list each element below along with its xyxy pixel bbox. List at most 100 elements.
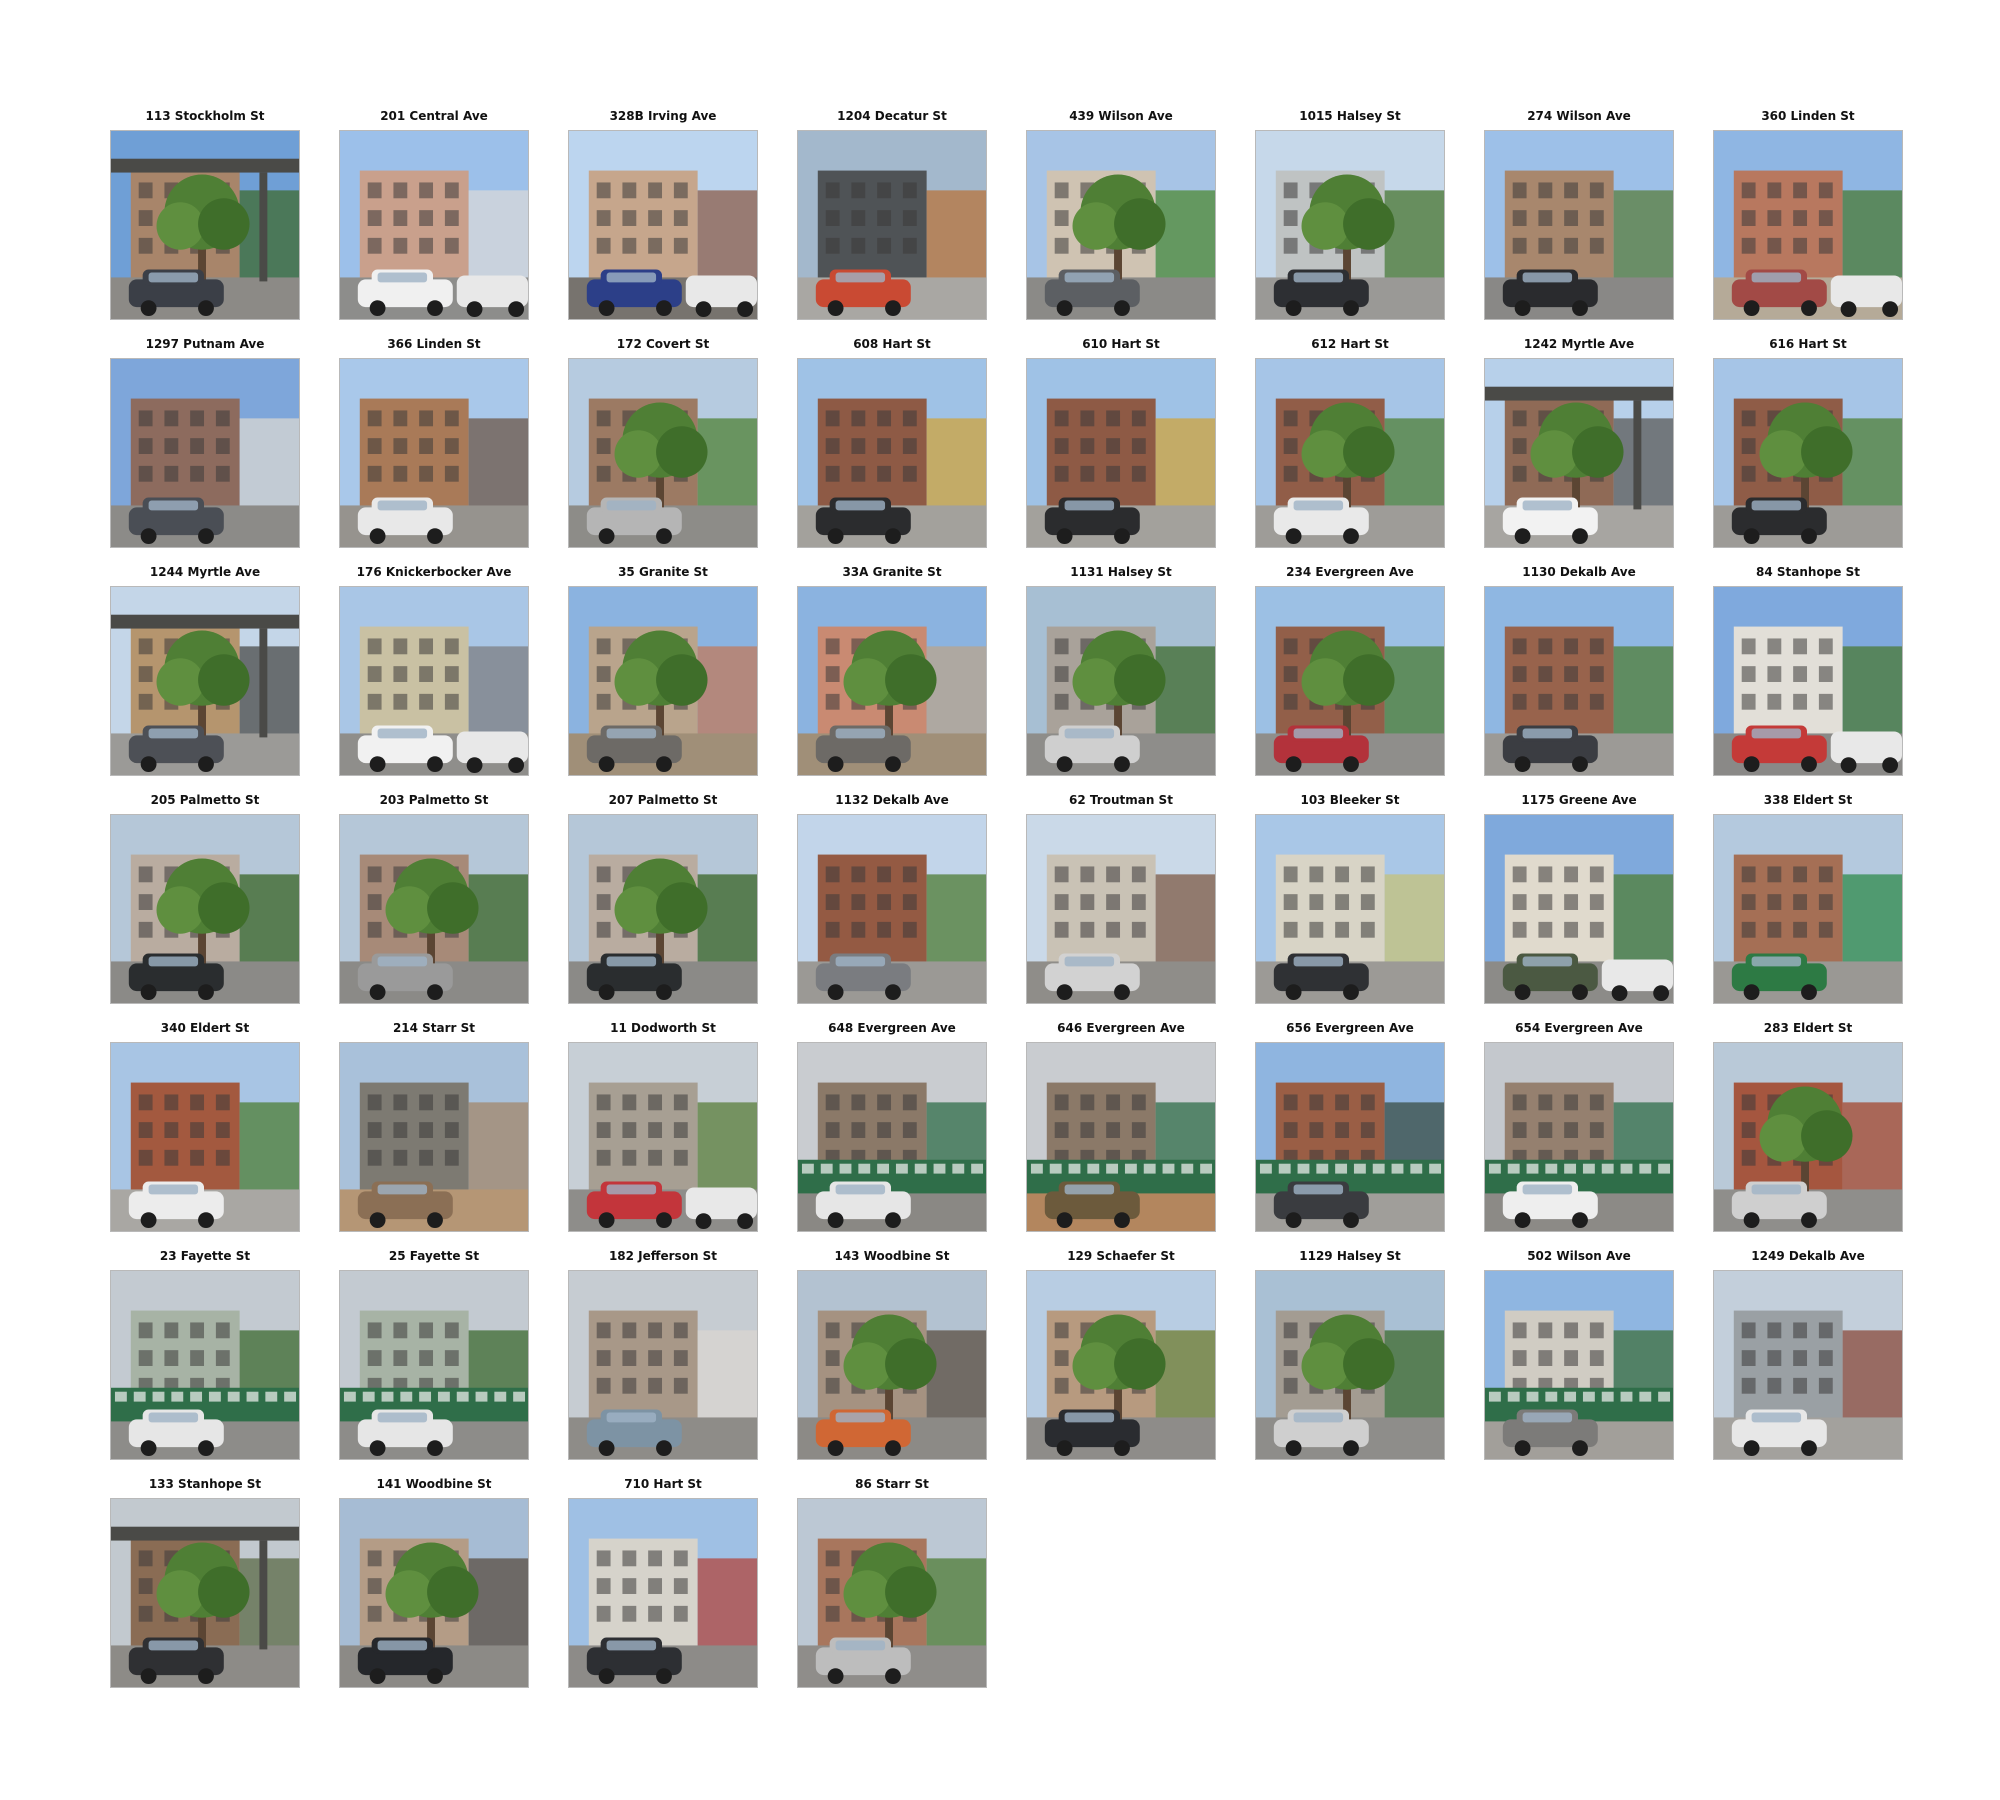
street-view-image [1027,1043,1215,1231]
street-view-photo [568,1270,758,1460]
street-view-image [1714,359,1902,547]
street-view-image [111,131,299,319]
photo-caption: 1204 Decatur St [837,109,947,123]
photo-caption: 1175 Greene Ave [1521,793,1637,807]
street-view-photo [1026,1042,1216,1232]
street-view-image [1027,131,1215,319]
street-view-image [340,587,528,775]
street-view-image [111,1043,299,1231]
street-view-image [1256,587,1444,775]
photo-caption: 214 Starr St [392,1021,476,1035]
street-view-photo [797,1270,987,1460]
street-view-photo [339,586,529,776]
street-view-image [1027,587,1215,775]
street-view-photo [1713,358,1903,548]
street-view-image [1714,587,1902,775]
street-view-photo [1026,1270,1216,1460]
street-view-image [798,359,986,547]
photo-caption: 203 Palmetto St [379,793,489,807]
photo-caption: 129 Schaefer St [1067,1249,1175,1263]
photo-caption: 1132 Dekalb Ave [835,793,949,807]
street-view-image [569,1043,757,1231]
street-view-image [798,587,986,775]
street-view-image [569,131,757,319]
street-view-photo [339,1498,529,1688]
street-view-photo [568,586,758,776]
street-view-image [1485,815,1673,1003]
photo-caption: 1242 Myrtle Ave [1523,337,1635,351]
photo-caption: 648 Evergreen Ave [828,1021,956,1035]
street-view-image [1485,587,1673,775]
photo-caption: 1015 Halsey St [1299,109,1401,123]
street-view-photo [797,1042,987,1232]
photo-caption: 502 Wilson Ave [1527,1249,1631,1263]
street-view-image [798,1271,986,1459]
street-view-photo [110,358,300,548]
street-view-image [569,1271,757,1459]
photo-caption: 201 Central Ave [380,109,488,123]
street-view-photo [568,358,758,548]
street-view-photo [1484,130,1674,320]
photo-caption: 360 Linden St [1761,109,1855,123]
street-view-image [340,131,528,319]
photo-caption: 656 Evergreen Ave [1286,1021,1414,1035]
street-view-image [340,1043,528,1231]
street-view-photo [110,814,300,1004]
street-view-photo [110,586,300,776]
photo-caption: 338 Eldert St [1763,793,1853,807]
street-view-photo [339,130,529,320]
street-view-image [1485,1271,1673,1459]
photo-caption: 176 Knickerbocker Ave [356,565,512,579]
street-view-photo [110,1042,300,1232]
photo-caption: 62 Troutman St [1069,793,1173,807]
street-view-photo [1713,814,1903,1004]
photo-caption: 710 Hart St [624,1477,702,1491]
street-view-photo [1026,130,1216,320]
photo-caption: 11 Dodworth St [610,1021,716,1035]
street-view-photo [339,814,529,1004]
street-view-image [111,1271,299,1459]
street-view-image [798,131,986,319]
street-view-photo [568,1042,758,1232]
street-view-image [1714,131,1902,319]
photo-caption: 84 Stanhope St [1756,565,1860,579]
photo-caption: 234 Evergreen Ave [1286,565,1414,579]
photo-caption: 207 Palmetto St [608,793,718,807]
street-view-photo [1255,1270,1445,1460]
street-view-image [798,1043,986,1231]
street-view-image [569,1499,757,1687]
street-view-photo [1713,1042,1903,1232]
street-view-photo [568,814,758,1004]
street-view-image [798,815,986,1003]
street-view-photo [1255,130,1445,320]
photo-caption: 23 Fayette St [159,1249,251,1263]
street-view-photo [1484,358,1674,548]
photo-caption: 1131 Halsey St [1070,565,1172,579]
street-view-image [798,1499,986,1687]
street-view-photo [339,1270,529,1460]
photo-caption: 141 Woodbine St [376,1477,492,1491]
photo-caption: 205 Palmetto St [150,793,260,807]
photo-caption: 274 Wilson Ave [1527,109,1631,123]
photo-caption: 25 Fayette St [388,1249,480,1263]
street-view-image [111,815,299,1003]
photo-caption: 1244 Myrtle Ave [149,565,261,579]
photo-caption: 610 Hart St [1082,337,1160,351]
street-view-photo [1484,586,1674,776]
street-view-image [340,1271,528,1459]
photo-caption: 654 Evergreen Ave [1515,1021,1643,1035]
street-view-image [569,587,757,775]
street-view-image [1256,131,1444,319]
street-view-image [111,587,299,775]
street-view-photo [1026,814,1216,1004]
street-view-image [111,1499,299,1687]
photo-caption: 283 Eldert St [1763,1021,1853,1035]
street-view-image [1027,815,1215,1003]
street-view-image [1256,1271,1444,1459]
photo-caption: 616 Hart St [1769,337,1847,351]
street-view-photo [568,1498,758,1688]
photo-caption: 113 Stockholm St [145,109,265,123]
street-view-photo [1713,130,1903,320]
street-view-image [1256,359,1444,547]
photo-caption: 340 Eldert St [160,1021,250,1035]
